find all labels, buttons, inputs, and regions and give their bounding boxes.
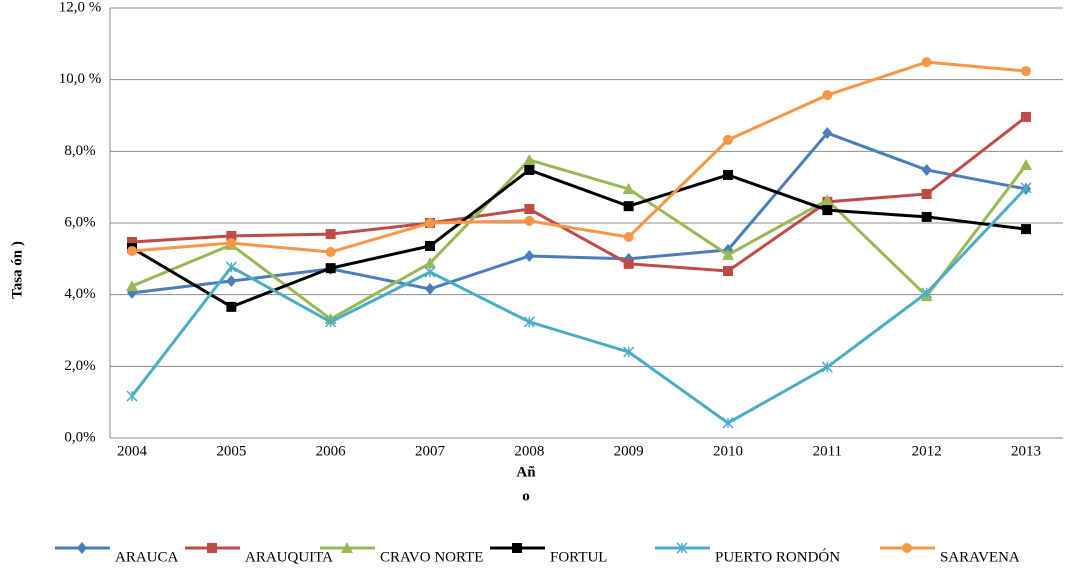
marker — [77, 542, 87, 554]
marker — [226, 238, 237, 249]
series-line — [131, 60, 1027, 254]
marker — [524, 164, 535, 175]
marker — [325, 247, 336, 258]
legend-label: CRAVO NORTE — [380, 549, 483, 565]
marker — [722, 417, 734, 429]
x-axis-label: Añ — [516, 464, 536, 480]
marker — [325, 316, 337, 328]
marker — [512, 543, 522, 553]
y-axis-label: Tasa ón ) — [9, 241, 25, 299]
legend-label: FORTUL — [550, 549, 607, 565]
x-tick-label: 2005 — [216, 443, 246, 459]
marker — [902, 543, 912, 553]
x-tick-label: 2011 — [813, 443, 842, 459]
marker — [1021, 224, 1031, 235]
y-tick-label: 4,0% — [64, 286, 95, 302]
legend-label: ARAUCA — [115, 549, 179, 565]
x-tick-label: 2010 — [713, 443, 743, 459]
legend-label: ARAUQUITA — [245, 549, 333, 565]
marker — [921, 57, 932, 68]
marker — [822, 205, 833, 216]
x-tick-label: 2008 — [514, 443, 544, 459]
marker — [921, 287, 933, 299]
marker — [325, 229, 336, 240]
y-tick-label: 0,0% — [64, 429, 95, 445]
marker — [623, 258, 634, 269]
marker — [523, 316, 535, 328]
marker — [126, 280, 138, 292]
series-line — [131, 131, 1027, 295]
x-tick-label: 2013 — [1011, 443, 1041, 459]
marker — [722, 248, 734, 260]
marker — [425, 218, 435, 228]
legend-label: SARAVENA — [940, 549, 1020, 565]
marker — [1021, 66, 1031, 77]
marker — [1020, 158, 1032, 170]
marker — [226, 275, 237, 288]
series-line — [131, 115, 1027, 273]
marker — [424, 257, 436, 269]
marker — [524, 249, 535, 262]
series-line — [130, 186, 1028, 425]
marker — [524, 215, 535, 226]
series-line — [131, 158, 1028, 321]
x-tick-label: 2007 — [415, 443, 446, 459]
marker — [723, 266, 733, 277]
marker — [623, 346, 635, 358]
marker — [425, 282, 435, 295]
marker — [921, 211, 932, 222]
y-tick-label: 10,0 % — [59, 71, 102, 87]
x-tick-label: 2012 — [912, 443, 942, 459]
marker — [126, 390, 138, 402]
marker — [523, 153, 536, 165]
y-tick-label: 6,0% — [64, 214, 95, 230]
marker — [622, 182, 635, 194]
marker — [127, 236, 137, 247]
marker — [623, 201, 634, 212]
legend-label: PUERTO RONDÓN — [715, 548, 840, 565]
marker — [723, 169, 733, 180]
marker — [921, 188, 932, 199]
marker — [226, 301, 237, 312]
marker — [325, 263, 336, 274]
y-tick-label: 12,0 % — [59, 0, 102, 15]
marker — [676, 542, 688, 554]
marker — [623, 231, 634, 242]
marker — [1020, 182, 1032, 194]
marker — [207, 543, 217, 553]
marker — [127, 245, 137, 256]
marker — [225, 261, 237, 273]
marker — [821, 194, 834, 206]
x-tick-label: 2006 — [316, 443, 347, 459]
series-line — [131, 168, 1027, 309]
x-tick-label: 2009 — [614, 443, 644, 459]
x-axis-label: o — [522, 488, 530, 504]
marker — [723, 134, 733, 145]
marker — [425, 240, 435, 251]
y-tick-label: 8,0% — [64, 143, 95, 159]
marker — [341, 542, 353, 553]
marker — [524, 204, 535, 215]
marker — [821, 361, 833, 373]
marker — [822, 127, 833, 140]
marker — [226, 230, 237, 241]
marker — [822, 90, 833, 101]
y-tick-label: 2,0% — [64, 358, 95, 374]
marker — [1021, 111, 1031, 122]
marker — [921, 163, 932, 176]
x-tick-label: 2004 — [117, 443, 148, 459]
marker — [424, 266, 436, 278]
